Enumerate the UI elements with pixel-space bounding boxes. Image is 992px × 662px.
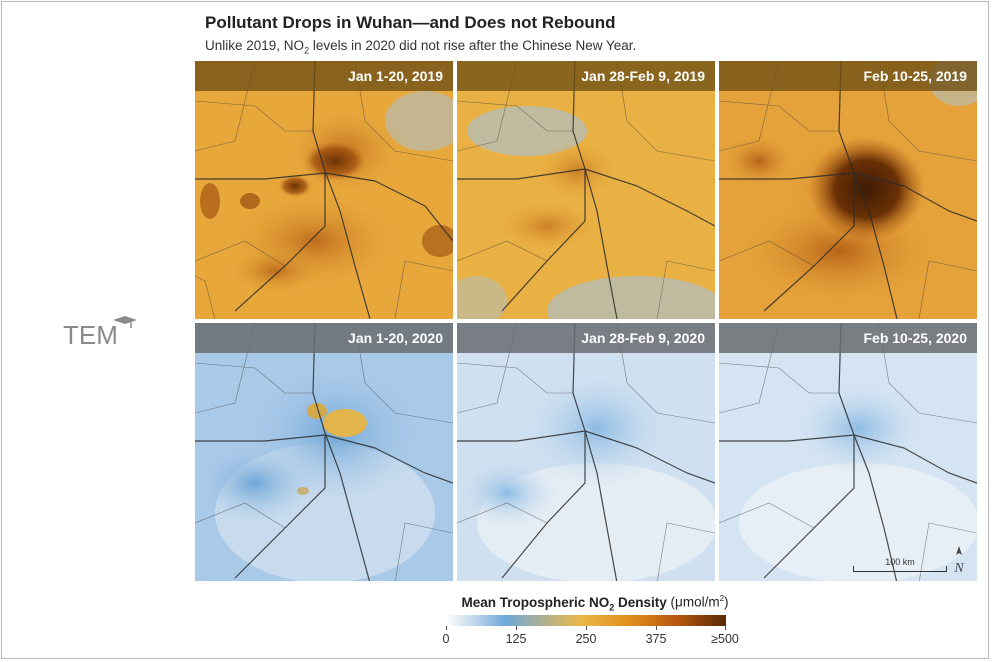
legend-tick: [516, 626, 517, 630]
panel-label: Jan 1-20, 2020: [195, 323, 453, 353]
map-panel-2020-feb: Feb 10-25, 2020: [719, 323, 977, 581]
subtitle-part-1: Unlike 2019, NO: [205, 38, 305, 53]
map-panel-2020-jan: Jan 1-20, 2020: [195, 323, 453, 581]
map-panel-2019-jan-feb: Jan 28-Feb 9, 2019: [457, 61, 715, 319]
legend-tick-label: ≥500: [711, 632, 739, 646]
legend-title-part-2: Density: [614, 594, 667, 610]
legend-unit-part-2: ): [724, 594, 729, 610]
tem-logo: TEM: [63, 316, 138, 350]
map-graphic: [457, 323, 715, 581]
scale-bar: 100 km: [853, 557, 947, 574]
tem-logo-text: TEM: [63, 320, 118, 350]
subtitle-part-2: levels in 2020 did not rise after the Ch…: [309, 38, 637, 53]
panel-label: Feb 10-25, 2019: [719, 61, 977, 91]
map-graphic: [719, 61, 977, 319]
legend-color-bar: [446, 615, 726, 626]
legend-unit-part-1: (μmol/m: [666, 594, 720, 610]
legend-tick: [446, 626, 447, 630]
map-panel-2019-feb: Feb 10-25, 2019: [719, 61, 977, 319]
map-panel-2019-jan: Jan 1-20, 2019: [195, 61, 453, 319]
scale-bar-line: [853, 571, 947, 572]
scale-bar-tick: [946, 566, 947, 572]
scale-bar-tick: [853, 566, 854, 572]
panel-label: Jan 28-Feb 9, 2019: [457, 61, 715, 91]
panel-label: Feb 10-25, 2020: [719, 323, 977, 353]
subtitle-subscript: 2: [304, 45, 310, 56]
scale-bar-label: 100 km: [885, 557, 915, 567]
legend-tick: [586, 626, 587, 630]
panel-label: Jan 1-20, 2019: [195, 61, 453, 91]
legend-tick-label: 125: [505, 632, 527, 646]
legend-title-subscript: 2: [609, 602, 615, 613]
legend-tick: [656, 626, 657, 630]
legend-tick-label: 0: [442, 632, 450, 646]
legend-tick: [725, 626, 726, 630]
map-graphic: [719, 323, 977, 581]
legend-tick-label: 250: [575, 632, 597, 646]
map-panel-2020-jan-feb: Jan 28-Feb 9, 2020: [457, 323, 715, 581]
legend-title: Mean Tropospheric NO2 Density (μmol/m2): [430, 594, 760, 612]
north-label: N: [953, 561, 964, 576]
map-graphic: [457, 61, 715, 319]
map-graphic: [195, 323, 453, 581]
legend-tick-label: 375: [645, 632, 667, 646]
map-graphic: [195, 61, 453, 319]
panel-label: Jan 28-Feb 9, 2020: [457, 323, 715, 353]
tem-logo-graphic: TEM: [63, 316, 137, 350]
legend-title-part-1: Mean Tropospheric NO: [461, 594, 610, 610]
legend-unit-superscript: 2: [719, 594, 725, 603]
map-title: Pollutant Drops in Wuhan—and Does not Re…: [205, 13, 616, 32]
north-arrow-icon: N: [950, 544, 968, 576]
map-subtitle: Unlike 2019, NO2 levels in 2020 did not …: [205, 38, 636, 56]
